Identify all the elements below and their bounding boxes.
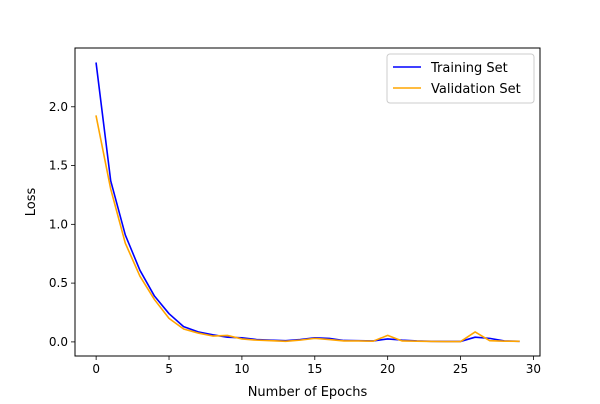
legend-box (386, 53, 535, 104)
series-layer (95, 62, 520, 343)
y-tick-label: 2.0 (49, 100, 68, 114)
y-tick-label: 1.5 (49, 159, 68, 173)
y-tick-label: 1.0 (49, 217, 68, 231)
x-tick-label: 10 (234, 362, 249, 376)
plot-frame (74, 47, 541, 357)
legend-label-validation: Validation Set (431, 82, 521, 97)
x-tick-label: 20 (380, 362, 395, 376)
x-tick-label: 5 (165, 362, 173, 376)
y-tick-label: 0.5 (49, 276, 68, 290)
x-tick-label: 0 (92, 362, 100, 376)
legend-label-training: Training Set (430, 61, 508, 76)
y-axis-label: Loss (24, 188, 39, 217)
y-tick-label: 0.0 (49, 335, 68, 349)
x-tick-label: 30 (526, 362, 541, 376)
x-axis-ticks: 0 5 10 15 20 25 30 (92, 356, 541, 376)
x-tick-label: 15 (307, 362, 322, 376)
legend: Training Set Validation Set (386, 53, 535, 104)
x-axis-label: Number of Epochs (248, 385, 368, 400)
x-tick-label: 25 (453, 362, 468, 376)
y-axis-ticks: 0.0 0.5 1.0 1.5 2.0 (49, 100, 75, 349)
series-line-validation (95, 115, 520, 343)
